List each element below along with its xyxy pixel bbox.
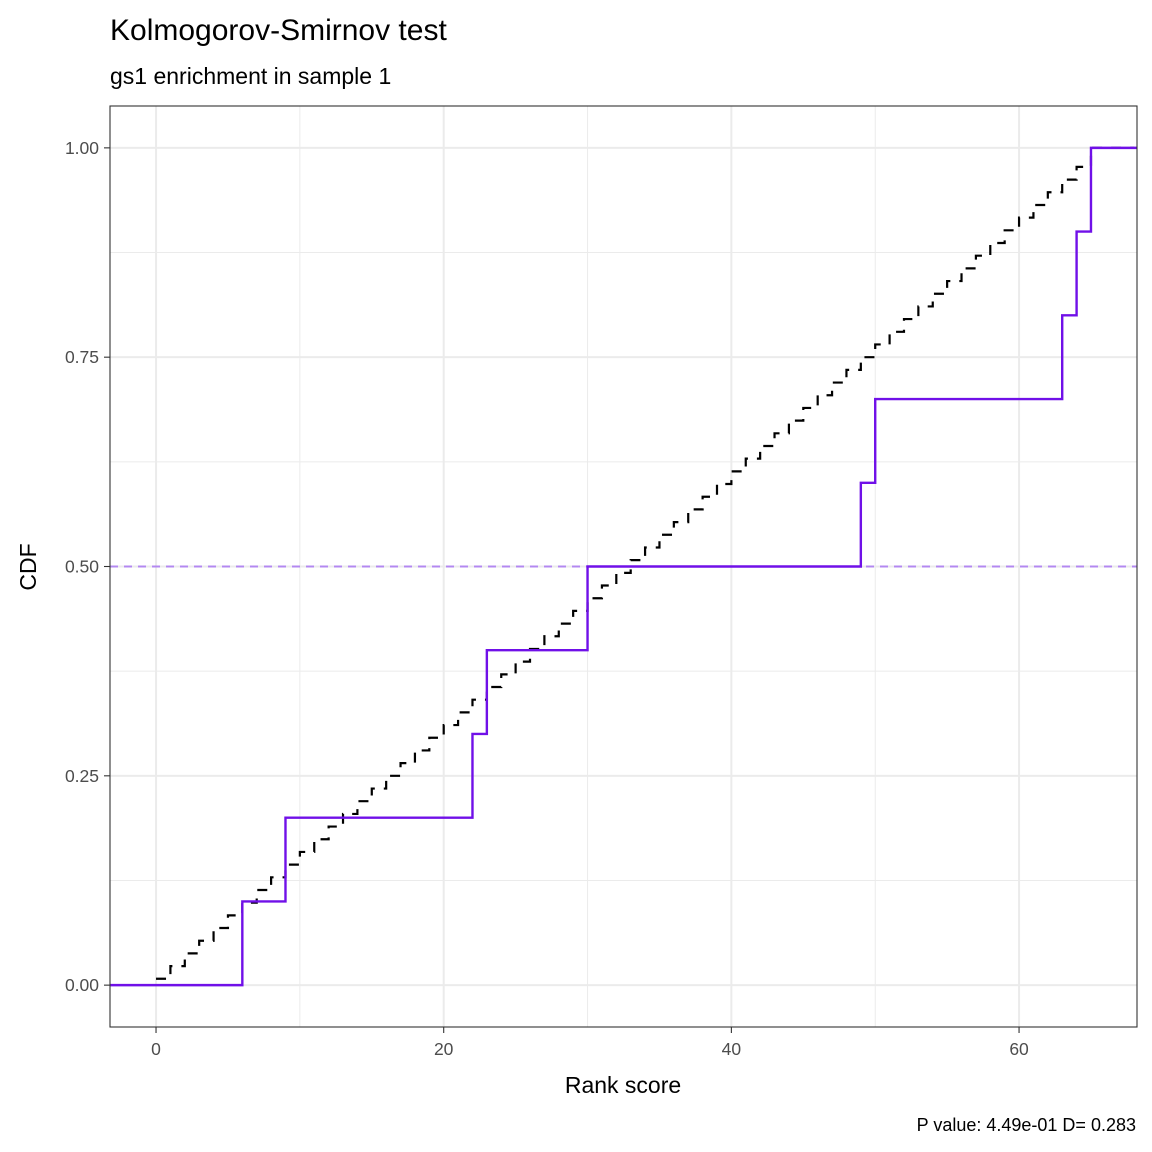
y-tick-label: 0.25 (65, 766, 99, 786)
chart-title: Kolmogorov-Smirnov test (110, 14, 447, 47)
y-tick-label: 0.00 (65, 975, 99, 995)
x-tick-label: 40 (722, 1039, 742, 1059)
x-tick-label: 20 (434, 1039, 454, 1059)
chart-subtitle: gs1 enrichment in sample 1 (110, 63, 391, 89)
y-tick-label: 0.50 (65, 557, 99, 577)
chart-caption: P value: 4.49e-01 D= 0.283 (917, 1115, 1136, 1135)
x-axis: 0 20 40 60 (151, 1027, 1029, 1059)
y-tick-label: 1.00 (65, 138, 99, 158)
y-axis-label: CDF (15, 543, 41, 590)
x-tick-label: 60 (1009, 1039, 1029, 1059)
y-tick-label: 0.75 (65, 347, 99, 367)
y-axis: 0.00 0.25 0.50 0.75 1.00 (65, 138, 110, 995)
x-tick-label: 0 (151, 1039, 161, 1059)
x-axis-label: Rank score (565, 1072, 681, 1098)
gene-set-cdf-line (110, 146, 1137, 987)
series-layer (110, 146, 1137, 987)
